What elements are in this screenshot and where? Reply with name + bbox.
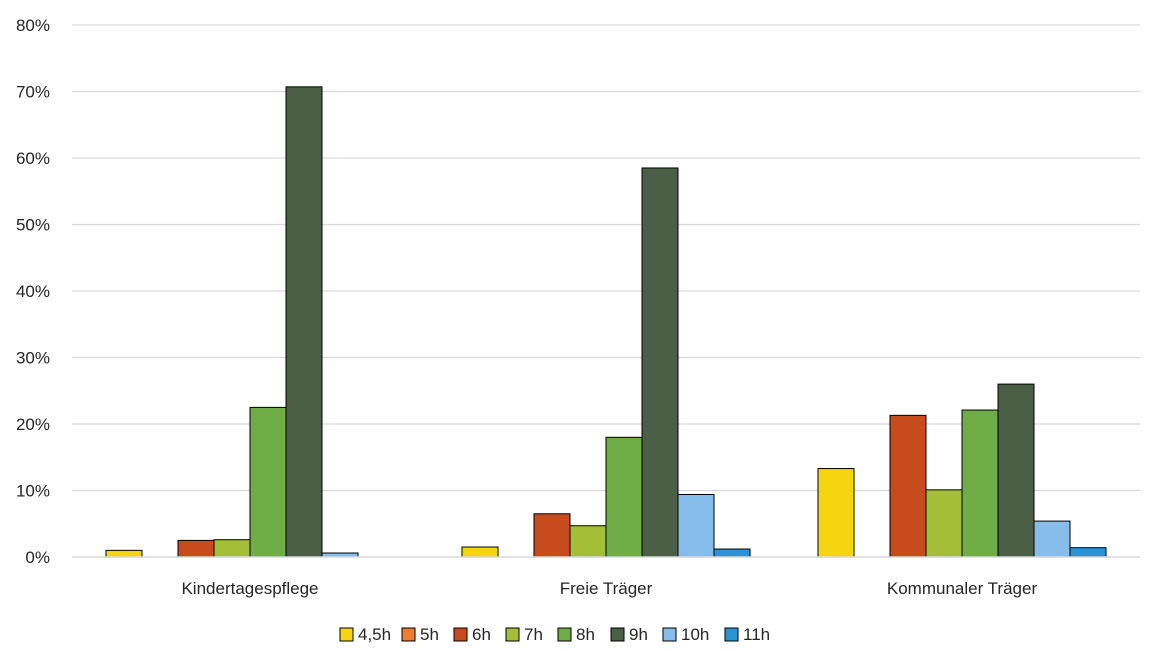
legend-label: 8h [576,625,595,644]
bar [1069,547,1107,558]
y-tick-label: 70% [16,83,50,102]
y-tick-label: 10% [16,482,50,501]
bar [533,513,571,558]
y-axis-ticks: 0% 10% 20% 30% 40% 50% 60% 70% 80% [16,16,50,567]
legend-label: 4,5h [358,625,391,644]
y-tick-label: 40% [16,282,50,301]
y-tick-label: 20% [16,415,50,434]
bar [961,409,999,558]
legend-swatch [339,627,354,642]
bar [817,468,855,558]
bar [889,414,927,558]
legend: 4,5h 5h 6h 7h 8h 9h 10h 11h [339,625,770,644]
legend-label: 10h [681,625,709,644]
legend-swatch [610,627,625,642]
legend-swatch [724,627,739,642]
bars [105,86,1107,558]
y-tick-label: 60% [16,149,50,168]
bar [105,549,143,558]
bar [1033,520,1071,558]
bar [713,548,751,558]
bar [177,539,215,558]
legend-label: 9h [629,625,648,644]
legend-swatch [662,627,677,642]
y-tick-label: 80% [16,16,50,35]
bar [641,167,679,558]
bar [461,546,499,558]
bar [285,86,323,558]
bar [925,489,963,558]
legend-label: 11h [743,625,770,644]
bar [213,539,251,558]
bar [569,525,607,558]
bar [605,436,643,558]
legend-swatch [453,627,468,642]
legend-label: 5h [420,625,439,644]
category-label: Freie Träger [560,579,653,598]
legend-swatch [505,627,520,642]
category-label: Kommunaler Träger [887,579,1038,598]
y-tick-label: 30% [16,349,50,368]
legend-label: 6h [472,625,491,644]
category-labels: Kindertagespflege Freie Träger Kommunaler … [181,579,1037,598]
category-label: Kindertagespflege [181,579,318,598]
bar [249,406,287,558]
bar [677,493,715,558]
legend-swatch [401,627,416,642]
y-tick-label: 50% [16,216,50,235]
bar [997,383,1035,558]
legend-swatch [557,627,572,642]
legend-label: 7h [524,625,543,644]
y-tick-label: 0% [25,548,50,567]
